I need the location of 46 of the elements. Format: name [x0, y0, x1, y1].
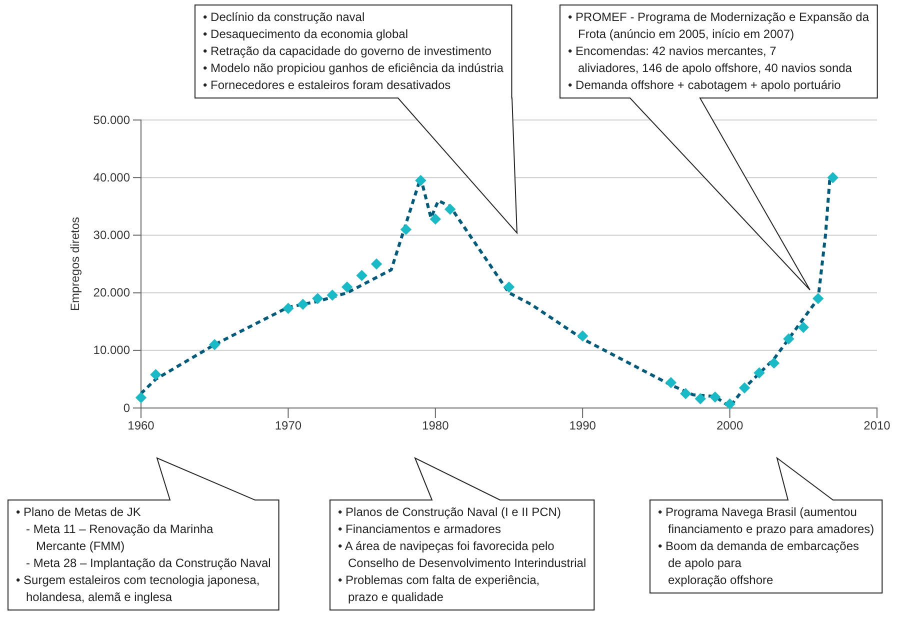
point [209, 339, 220, 350]
point [680, 388, 692, 400]
y-tick-label: 50.000 [93, 112, 130, 127]
x-tick-label: 2000 [716, 418, 744, 433]
point [356, 270, 368, 282]
point [798, 322, 809, 333]
y-tick-label: 0 [123, 400, 130, 415]
x-tick-label: 1960 [128, 418, 155, 433]
y-tick-label: 30.000 [93, 228, 130, 242]
text: • Declínio da construção naval • Desaquecimento da economia global • Retração da capacidade do governo de investimento • Modelo não propiciou ganhos de eficiência da indústria • Fornecedores e estaleiros foram desativados [203, 10, 504, 92]
point [827, 172, 838, 184]
point [326, 290, 338, 301]
point [503, 281, 515, 293]
point [415, 174, 426, 186]
point [738, 382, 750, 394]
point [135, 392, 147, 404]
text: • Planos de Construção Naval (I e II PCN) • Financiamentos e armadores • A área de navipeças foi favorecida pelo Conselho de Desenvolvimento Interindustrial • Problemas com falta de experiência, prazo e qualidade [338, 505, 586, 604]
point [754, 367, 765, 378]
point [783, 333, 794, 344]
point [694, 393, 706, 404]
y-tick-label: 20.000 [93, 286, 130, 300]
point [768, 357, 780, 369]
point [400, 224, 412, 236]
point [297, 298, 309, 310]
x-tick-label: 1970 [274, 418, 302, 433]
point [282, 302, 294, 314]
point [341, 281, 353, 293]
point [312, 292, 324, 304]
point [724, 398, 736, 410]
x-tick-label: 2010 [864, 418, 891, 433]
text: • Plano de Metas de JK - Meta 11 – Renovação da Marinha Mercante (FMM) - Meta 28 – Implantação da Construção Naval • Surgem estaleiros com tecnologia japonesa, holandesa, alemã e inglesa [16, 505, 271, 604]
point [370, 258, 382, 270]
y-tick-label: 40.000 [93, 170, 130, 184]
point [150, 368, 162, 380]
x-tick-label: 1990 [569, 418, 596, 433]
text: • Programa Navega Brasil (aumentou financiamento e prazo para amadores) • Boom da demanda de embarcações de apolo para exploração offshore [658, 505, 874, 587]
y-tick-label: 10.000 [93, 343, 130, 358]
point [430, 213, 441, 225]
point [665, 377, 677, 388]
point [812, 292, 824, 304]
x-tick-label: 1980 [422, 418, 450, 433]
point [444, 204, 456, 215]
text: • PROMEF - Programa de Modernização e Expansão da Frota (anúncio em 2005, início em 2007) • Encomendas: 42 navios mercantes, 7 aliviadores, 146 de apolo offshore, 40 navios sonda • Demanda offshore + cabotagem + apolo portuário [568, 10, 870, 92]
y-axis-title: Empregos diretos [68, 216, 82, 312]
point [709, 391, 721, 403]
point [577, 330, 588, 342]
